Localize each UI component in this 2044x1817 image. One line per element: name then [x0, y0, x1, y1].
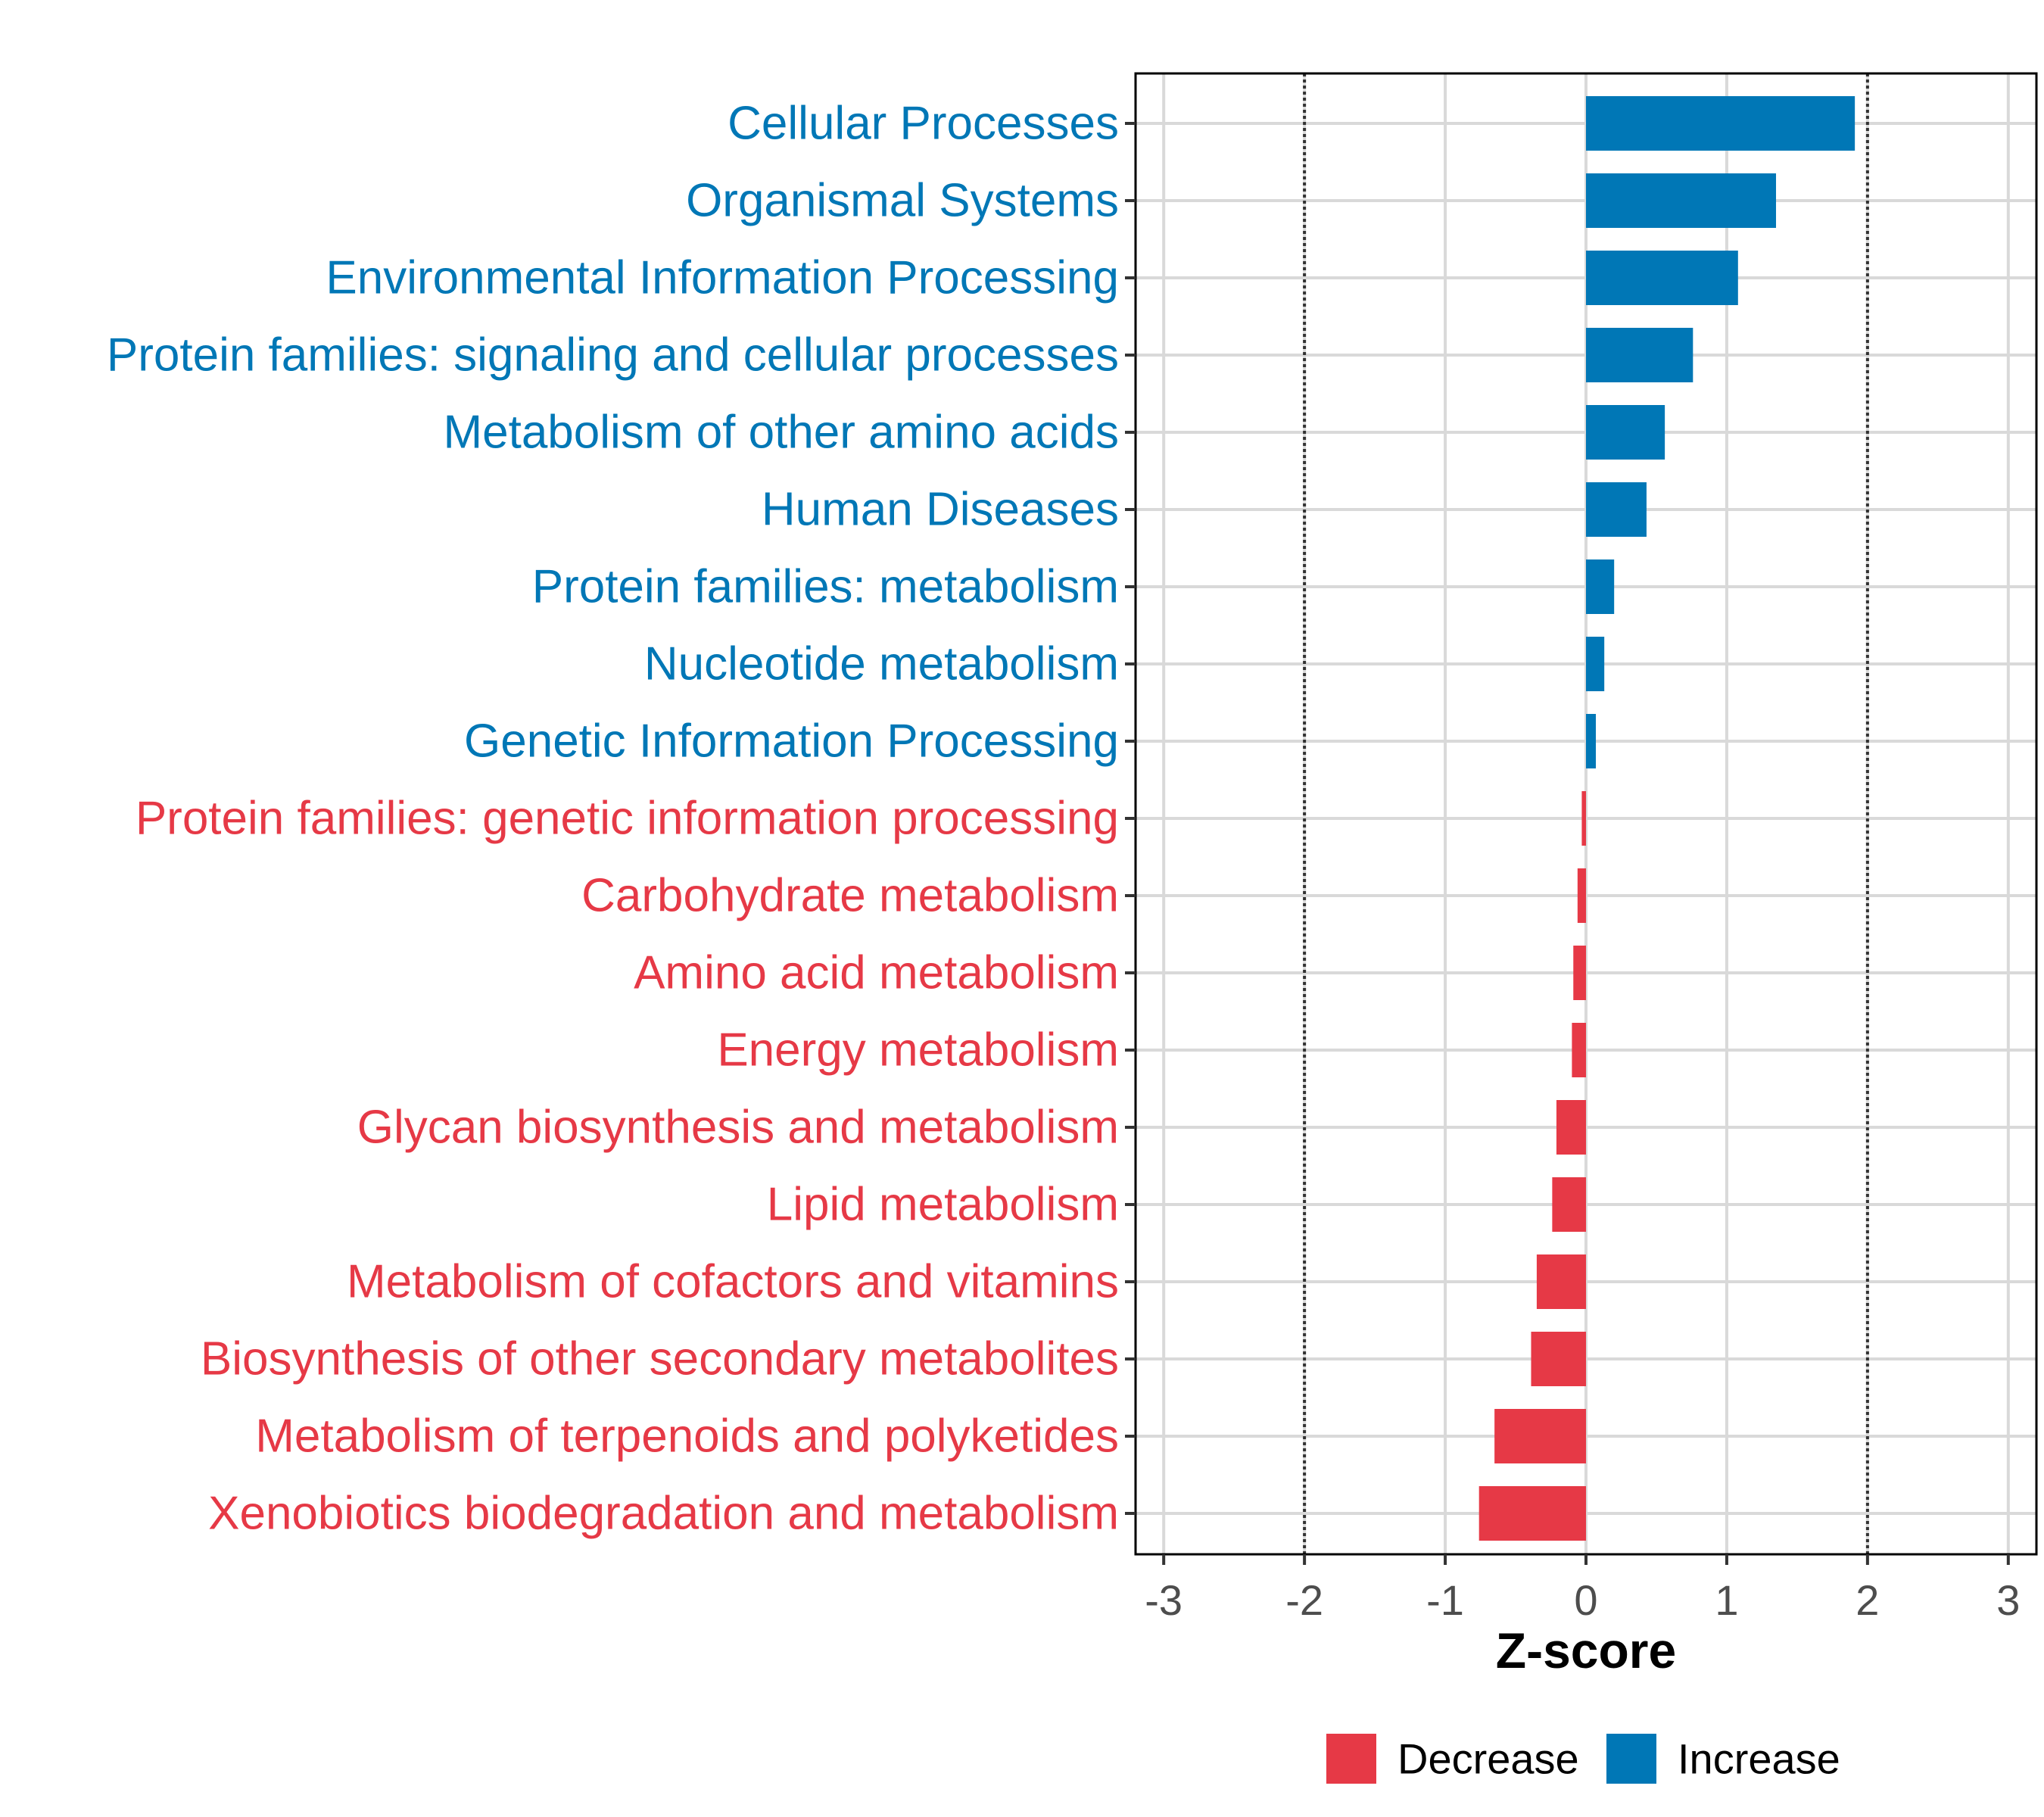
reference-lines	[1303, 73, 1869, 1554]
bar	[1556, 1100, 1586, 1155]
bar	[1536, 1254, 1586, 1309]
bar	[1494, 1409, 1586, 1463]
bar	[1586, 482, 1647, 537]
category-label: Environmental Information Processing	[326, 252, 1119, 304]
legend-label: Increase	[1678, 1735, 1840, 1783]
bar	[1581, 791, 1586, 846]
category-label: Energy metabolism	[717, 1024, 1119, 1077]
bar	[1586, 714, 1597, 768]
x-tick-label: -3	[1145, 1576, 1182, 1624]
category-label: Lipid metabolism	[767, 1179, 1119, 1231]
legend-label: Decrease	[1397, 1735, 1579, 1783]
bar	[1586, 637, 1605, 691]
legend-item: Decrease	[1326, 1734, 1579, 1784]
category-label: Human Diseases	[762, 484, 1119, 536]
bar	[1531, 1332, 1586, 1386]
bar	[1478, 1486, 1586, 1541]
category-label: Cellular Processes	[728, 98, 1119, 150]
bar	[1577, 868, 1586, 923]
y-axis: Cellular Processes Organismal Systems Envi…	[107, 98, 1136, 1540]
x-tick-label: 1	[1715, 1576, 1738, 1624]
legend-swatch	[1326, 1734, 1376, 1784]
bar	[1586, 173, 1777, 228]
x-tick-label: 2	[1855, 1576, 1879, 1624]
category-label: Protein families: genetic information pr…	[136, 793, 1119, 845]
category-label: Xenobiotics biodegradation and metabolis…	[208, 1488, 1119, 1540]
x-tick-label: 3	[1996, 1576, 2020, 1624]
legend-item: Increase	[1606, 1734, 1840, 1784]
category-label: Amino acid metabolism	[634, 947, 1119, 999]
category-label: Metabolism of cofactors and vitamins	[347, 1256, 1119, 1308]
bar	[1586, 559, 1615, 614]
legend-swatch	[1606, 1734, 1656, 1784]
category-label: Metabolism of other amino acids	[443, 407, 1119, 459]
bar	[1573, 946, 1586, 1000]
bar	[1586, 251, 1738, 305]
category-label: Protein families: signaling and cellular…	[107, 329, 1119, 382]
category-label: Genetic Information Processing	[464, 715, 1119, 768]
x-tick-label: 0	[1574, 1576, 1597, 1624]
category-label: Organismal Systems	[686, 175, 1119, 227]
category-label: Nucleotide metabolism	[644, 638, 1119, 690]
category-label: Carbohydrate metabolism	[581, 870, 1119, 922]
bar	[1586, 328, 1693, 382]
bar	[1586, 405, 1665, 460]
x-axis-title: Z-score	[1496, 1622, 1676, 1678]
category-label: Glycan biosynthesis and metabolism	[357, 1102, 1119, 1154]
bars	[1478, 96, 1855, 1541]
bar	[1586, 96, 1855, 151]
bar	[1572, 1023, 1586, 1077]
category-label: Protein families: metabolism	[532, 561, 1119, 613]
category-label: Biosynthesis of other secondary metaboli…	[201, 1333, 1119, 1385]
x-tick-label: -1	[1426, 1576, 1464, 1624]
x-axis: -3 -2 -1 0 1 2 3	[1145, 1554, 2020, 1624]
bar	[1552, 1177, 1586, 1232]
category-label: Metabolism of terpenoids and polyketides	[255, 1410, 1119, 1463]
legend: Decrease Increase	[1326, 1734, 1840, 1784]
x-tick-label: -2	[1285, 1576, 1323, 1624]
